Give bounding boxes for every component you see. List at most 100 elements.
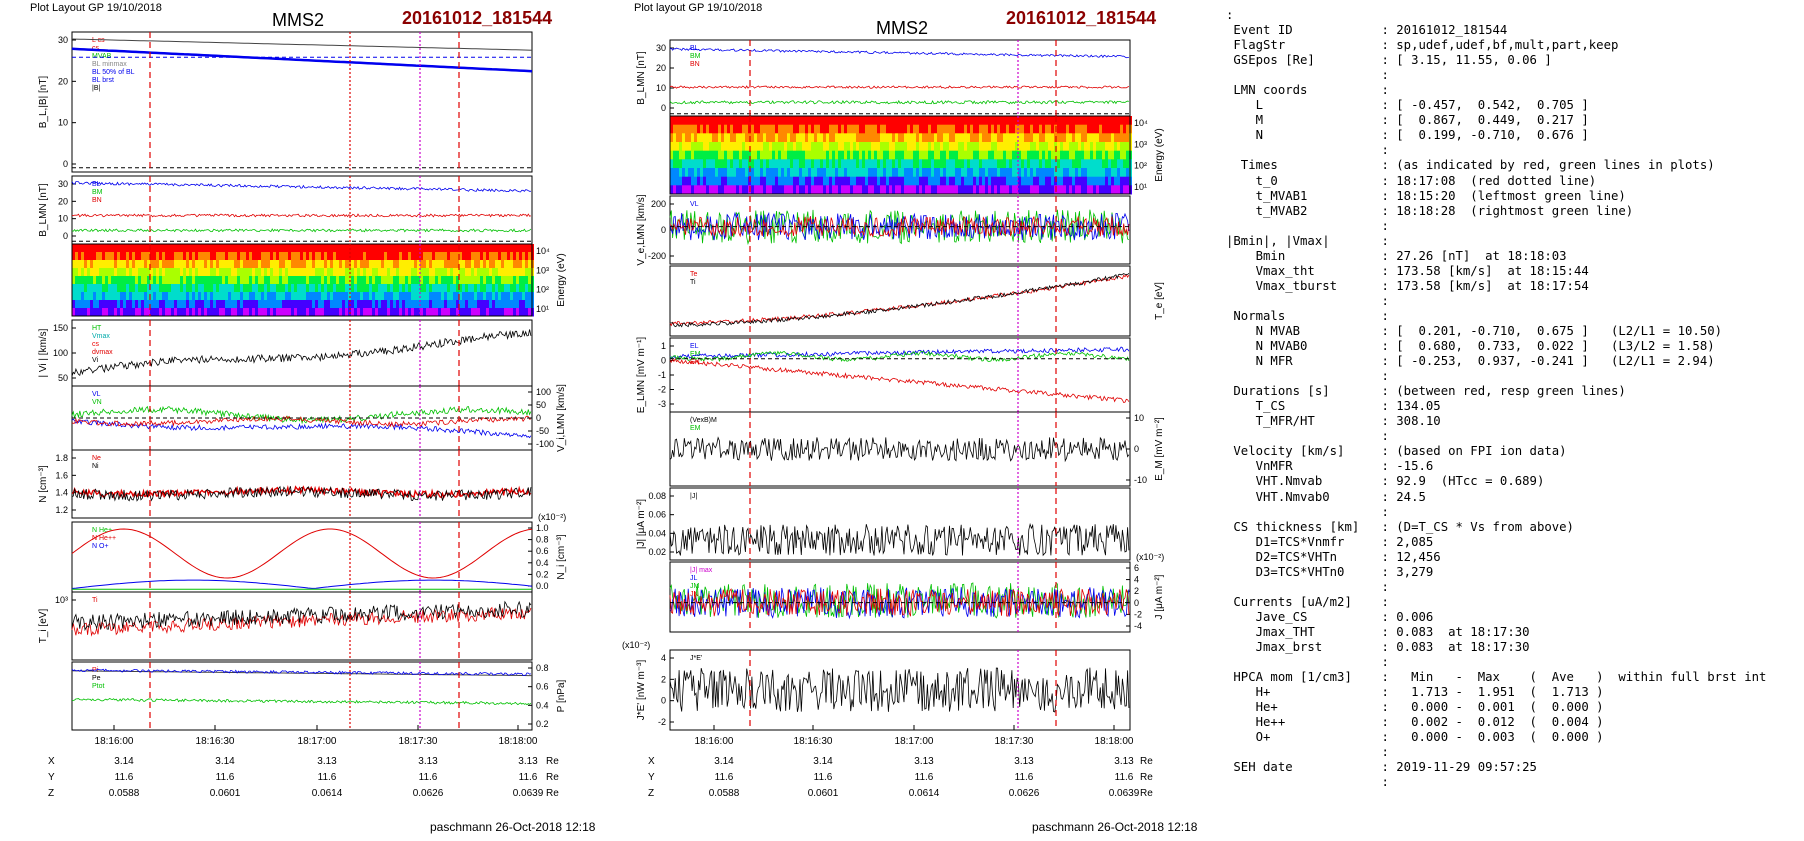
heatmap-cell [324, 260, 327, 269]
heatmap-cell [1042, 124, 1045, 134]
heatmap-cell [363, 292, 366, 301]
heatmap-cell [793, 176, 796, 186]
heatmap-cell [225, 284, 228, 293]
heatmap-cell [498, 284, 501, 293]
heatmap-cell [192, 300, 195, 309]
heatmap-cell [934, 159, 937, 169]
heatmap-cell [300, 308, 303, 317]
heatmap-cell [450, 284, 453, 293]
heatmap-cell [330, 300, 333, 309]
heatmap-cell [342, 308, 345, 317]
heatmap-cell [303, 252, 306, 261]
info-line: Jave_CS : 0.006 [1226, 609, 1434, 624]
heatmap-cell [501, 276, 504, 285]
heatmap-cell [387, 300, 390, 309]
heatmap-cell [679, 150, 682, 160]
heatmap-cell [1006, 133, 1009, 143]
heatmap-cell [844, 159, 847, 169]
heatmap-cell [393, 284, 396, 293]
heatmap-cell [1018, 168, 1021, 178]
heatmap-cell [760, 142, 763, 152]
heatmap-cell [889, 150, 892, 160]
heatmap-cell [321, 268, 324, 277]
heatmap-cell [805, 185, 808, 195]
heatmap-cell [964, 185, 967, 195]
heatmap-cell [243, 284, 246, 293]
heatmap-cell [1123, 124, 1126, 134]
heatmap-cell [204, 244, 207, 253]
heatmap-cell [525, 284, 528, 293]
heatmap-cell [246, 276, 249, 285]
heatmap-cell [1105, 185, 1108, 195]
heatmap-cell [853, 150, 856, 160]
heatmap-cell [733, 133, 736, 143]
heatmap-cell [372, 276, 375, 285]
heatmap-cell [952, 159, 955, 169]
heatmap-cell [1042, 176, 1045, 186]
heatmap-cell [1096, 150, 1099, 160]
heatmap-cell [841, 150, 844, 160]
heatmap-cell [366, 276, 369, 285]
heatmap-cell [231, 244, 234, 253]
legend-entry: Vmax [92, 333, 110, 340]
heatmap-cell [186, 276, 189, 285]
heatmap-cell [907, 133, 910, 143]
heatmap-cell [892, 142, 895, 152]
heatmap-cell [709, 176, 712, 186]
heatmap-cell [96, 308, 99, 317]
heatmap-cell [856, 185, 859, 195]
heatmap-cell [1021, 168, 1024, 178]
heatmap-cell [844, 124, 847, 134]
heatmap-cell [979, 159, 982, 169]
heatmap-cell [1042, 185, 1045, 195]
heatmap-cell [153, 292, 156, 301]
heatmap-cell [691, 185, 694, 195]
heatmap-cell [234, 276, 237, 285]
heatmap-cell [901, 176, 904, 186]
heatmap-cell [402, 268, 405, 277]
heatmap-cell [480, 252, 483, 261]
legend-entry: cs [92, 45, 100, 52]
heatmap-cell [144, 260, 147, 269]
heatmap-cell [1087, 124, 1090, 134]
heatmap-cell [78, 300, 81, 309]
legend-entry: VL [690, 201, 699, 208]
heatmap-cell [312, 276, 315, 285]
heatmap-cell [234, 268, 237, 277]
heatmap-cell [174, 244, 177, 253]
heatmap-cell [859, 133, 862, 143]
heatmap-cell [90, 284, 93, 293]
heatmap-cell [105, 300, 108, 309]
heatmap-cell [399, 260, 402, 269]
heatmap-cell [180, 260, 183, 269]
heatmap-cell [504, 308, 507, 317]
heatmap-cell [156, 284, 159, 293]
heatmap-cell [252, 284, 255, 293]
heatmap-cell [1027, 116, 1030, 126]
heatmap-cell [991, 176, 994, 186]
heatmap-cell [706, 176, 709, 186]
heatmap-cell [75, 292, 78, 301]
heatmap-cell [168, 284, 171, 293]
heatmap-cell [832, 133, 835, 143]
heatmap-cell [141, 260, 144, 269]
heatmap-cell [231, 276, 234, 285]
heatmap-cell [805, 176, 808, 186]
heatmap-cell [435, 300, 438, 309]
heatmap-cell [784, 176, 787, 186]
heatmap-cell [135, 292, 138, 301]
heatmap-cell [189, 276, 192, 285]
heatmap-cell [739, 133, 742, 143]
heatmap-cell [841, 185, 844, 195]
heatmap-cell [330, 308, 333, 317]
heatmap-cell [868, 150, 871, 160]
tick-label: 10 [58, 214, 68, 224]
heatmap-cell [736, 159, 739, 169]
heatmap-cell [324, 284, 327, 293]
right-footer: paschmann 26-Oct-2018 12:18 [1032, 820, 1198, 834]
heatmap-cell [913, 150, 916, 160]
heatmap-cell [790, 185, 793, 195]
heatmap-cell [474, 300, 477, 309]
heatmap-cell [700, 185, 703, 195]
heatmap-cell [1099, 116, 1102, 126]
